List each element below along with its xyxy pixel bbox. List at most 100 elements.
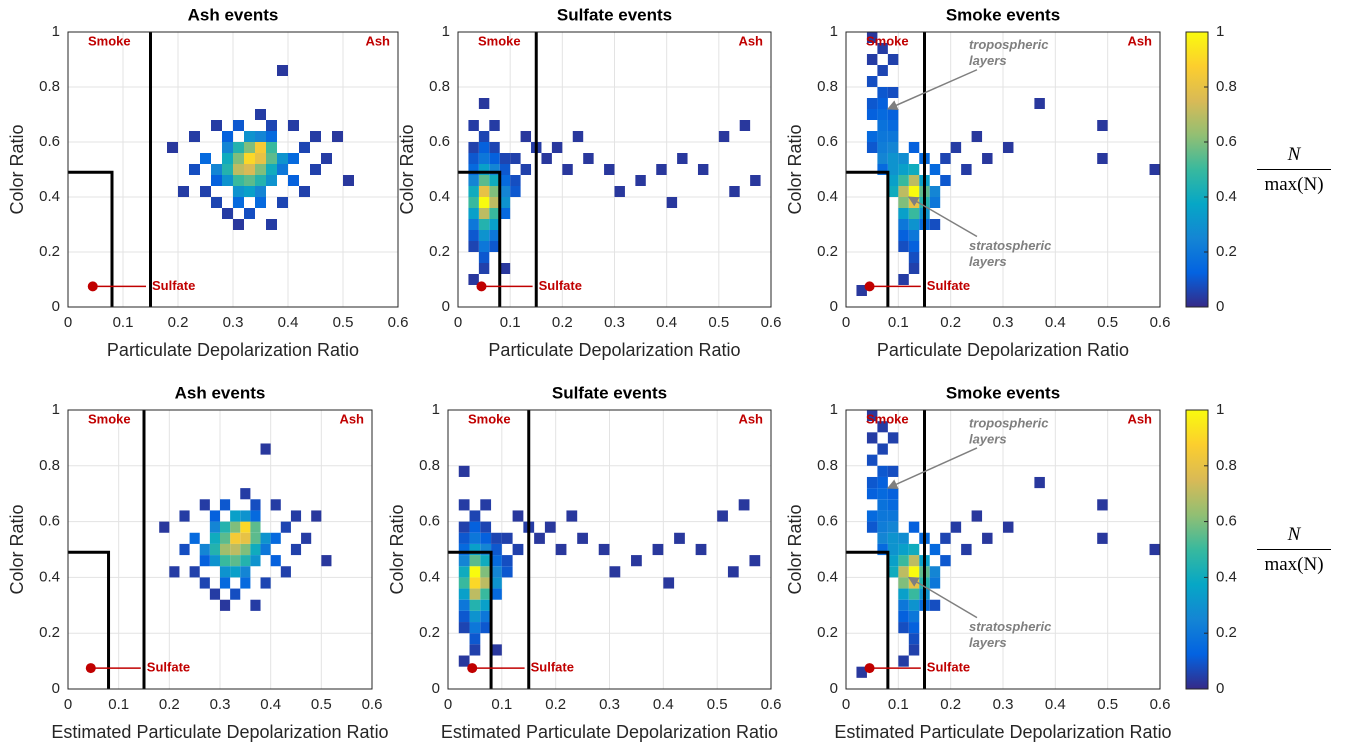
x-tick-label: 0.6 (1150, 696, 1171, 713)
x-tick-label: 0.2 (552, 314, 573, 331)
heatmap-cell (510, 175, 521, 186)
annotation: layers (969, 254, 1007, 269)
heatmap-cell (230, 555, 241, 567)
sulfate-boundary (458, 170, 502, 307)
heatmap-cell (240, 555, 251, 567)
sulfate-boundary (846, 170, 890, 307)
heatmap-cell (898, 153, 909, 164)
heatmap-cell (250, 543, 261, 556)
heatmap-cell (520, 131, 532, 142)
heatmap-cell (663, 577, 675, 589)
heatmap-cell (321, 153, 332, 164)
y-tick-label: 1 (830, 401, 838, 418)
region-label: Sulfate (539, 278, 582, 293)
heatmap-cell (727, 566, 739, 578)
heatmap-cell (674, 532, 685, 544)
heatmap-cell (541, 153, 552, 164)
heatmap-cell (908, 175, 920, 186)
y-tick-label: 0.6 (429, 133, 450, 150)
heatmap-cell (311, 510, 322, 522)
heatmap-cell (635, 175, 646, 186)
y-tick-label: 0.4 (39, 188, 60, 205)
heatmap-cell (179, 543, 190, 556)
panel: 0 0.1 0.2 0.3 0.4 0.5 0.6 0 0.2 0.4 0.6 0.8 1 Sulfate… (7, 5, 409, 359)
heatmap-cell (280, 521, 291, 533)
heatmap-cell (739, 120, 751, 131)
heatmap-cell (260, 443, 271, 455)
panel: 0 0.1 0.2 0.3 0.4 0.5 0.6 0 0.2 0.4 0.6 0.8 1 Sulfate… (785, 383, 1331, 742)
heatmap-cell (458, 499, 470, 511)
region-label: Smoke (866, 33, 909, 48)
heatmap-cell (877, 98, 888, 109)
sulfate-boundary (846, 550, 890, 689)
heatmap-cell (866, 432, 878, 444)
heatmap-cell (200, 153, 211, 164)
x-axis-label: Estimated Particulate Depolarization Rat… (834, 722, 1171, 742)
heatmap-cell (310, 131, 321, 142)
heatmap-cell (929, 219, 941, 230)
axes-frame (447, 409, 772, 690)
heatmap-cell (555, 543, 567, 556)
heatmap-cell (887, 488, 899, 500)
heatmap-cell (480, 577, 492, 589)
x-tick-label: 0.1 (491, 696, 512, 713)
heatmap-cell (220, 577, 231, 589)
heatmap-cell (233, 197, 244, 208)
heatmap-cell (1097, 120, 1108, 131)
heatmap-cell (609, 566, 621, 578)
axes-frame (67, 31, 399, 308)
heatmap-cell (491, 588, 502, 600)
heatmap-cell (233, 142, 244, 153)
heatmap-cell (199, 555, 210, 567)
heatmap-cell (189, 532, 200, 544)
x-tick-label: 0.1 (113, 314, 134, 331)
heatmap-cell (489, 219, 500, 230)
heatmap-cell (908, 521, 920, 533)
heatmap-cell (572, 131, 584, 142)
heatmap-cell (898, 655, 909, 667)
y-tick-label: 0.2 (429, 243, 450, 260)
heatmap-cell (458, 555, 470, 567)
heatmap-cell (929, 599, 941, 611)
heatmap-cell (343, 175, 354, 186)
heatmap-cell (240, 566, 251, 578)
y-tick-label: 1 (442, 23, 450, 40)
heatmap-cell (898, 230, 909, 241)
heatmap-cell (220, 521, 231, 533)
x-tick-label: 0.5 (1097, 314, 1118, 331)
heatmap-cell (940, 153, 951, 164)
heatmap-cell (255, 131, 266, 142)
colorbar-tick-label: 0.8 (1216, 78, 1237, 95)
heatmap-cell (887, 521, 899, 533)
heatmap-cell (866, 410, 878, 422)
heatmap-cell (288, 175, 299, 186)
y-tick-label: 1 (52, 23, 60, 40)
heatmap-cell (250, 555, 261, 567)
y-tick-label: 0.2 (39, 243, 60, 260)
heatmap-cell (1034, 98, 1045, 109)
colorbar-tick-label: 0.6 (1216, 133, 1237, 150)
heatmap-cell (230, 566, 241, 578)
heatmap-cell (898, 274, 909, 285)
heatmap-cell (478, 208, 490, 219)
x-tick-label: 0.6 (1150, 314, 1171, 331)
x-tick-label: 0.3 (599, 696, 620, 713)
x-tick-label: 0 (64, 696, 72, 713)
heatmap-cell (908, 263, 920, 274)
heatmap-cell (491, 543, 502, 556)
sulfate-boundary (68, 550, 111, 689)
heatmap-cell (244, 142, 255, 153)
chart-title: Sulfate events (552, 383, 667, 402)
heatmap-cell (898, 599, 909, 611)
heatmap-cell (877, 87, 888, 98)
x-axis-label: Particulate Depolarization Ratio (488, 340, 740, 360)
heatmap-cell (480, 499, 492, 511)
heatmap-cell (469, 543, 481, 556)
heatmap-cell (1149, 164, 1160, 175)
x-axis-label: Estimated Particulate Depolarization Rat… (51, 722, 388, 742)
x-tick-label: 0.3 (604, 314, 625, 331)
y-axis-label: Color Ratio (785, 124, 805, 214)
heatmap-cell (310, 164, 321, 175)
heatmap-cell (877, 543, 888, 556)
heatmap-cell (929, 577, 941, 589)
